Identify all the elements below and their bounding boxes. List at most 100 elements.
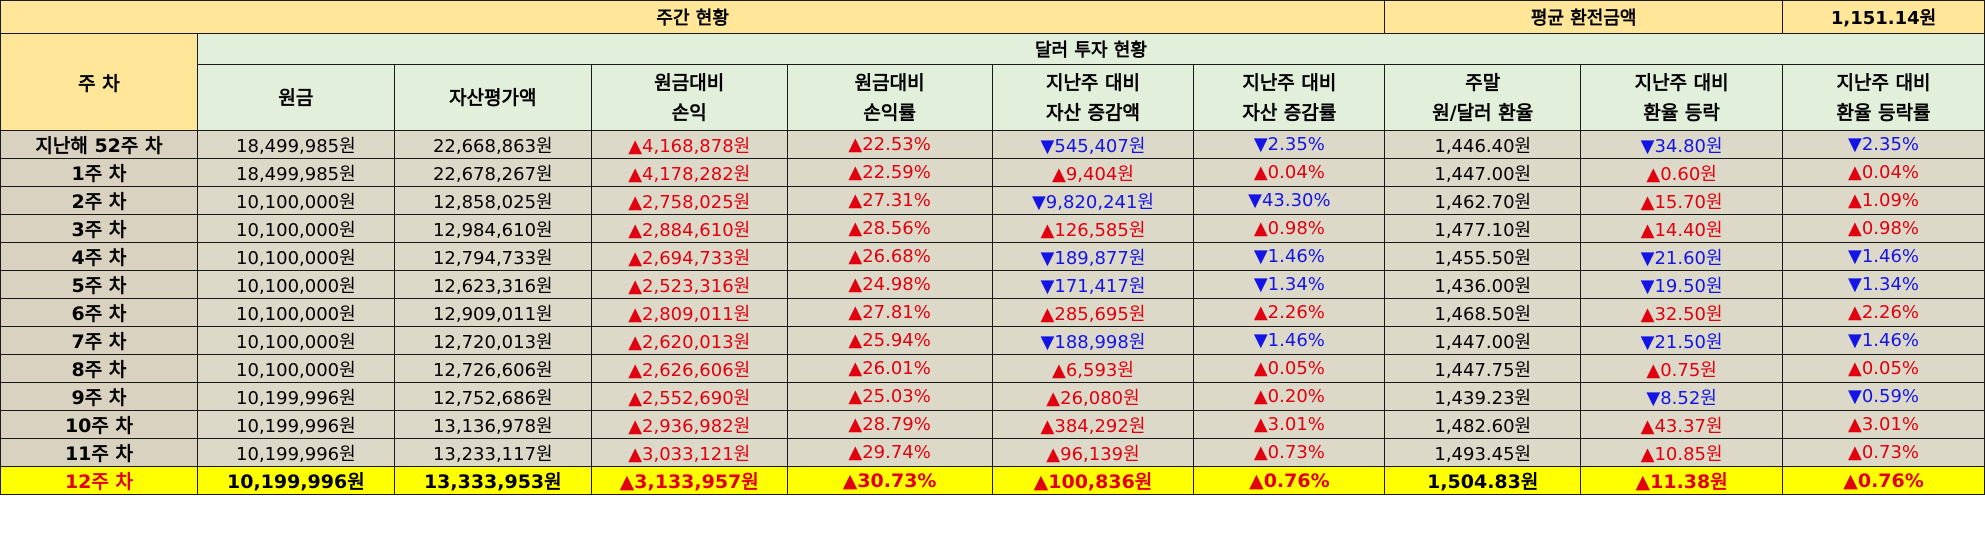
asset-value-cell[interactable]: 12,752,686원 xyxy=(393,382,592,411)
asset-value-cell[interactable]: 12,984,610원 xyxy=(393,214,592,243)
column-header-asset-value[interactable]: 자산평가액 xyxy=(393,64,592,131)
principal-pl-cell[interactable]: ▲2,620,013원 xyxy=(590,326,788,355)
asset-change-rate-cell[interactable]: ▼1.46% xyxy=(1193,242,1386,271)
week-label-cell[interactable]: 10주 차 xyxy=(0,410,198,439)
principal-cell[interactable]: 10,100,000원 xyxy=(196,354,395,383)
column-header-principal-pl[interactable]: 원금대비 손익 xyxy=(590,64,788,131)
asset-change-cell[interactable]: ▲126,585원 xyxy=(991,214,1195,243)
fx-change-rate-cell[interactable]: ▲3.01% xyxy=(1782,410,1985,439)
column-header-principal[interactable]: 원금 xyxy=(196,64,395,131)
week-label-cell[interactable]: 5주 차 xyxy=(0,270,198,299)
fx-rate-cell[interactable]: 1,446.40원 xyxy=(1384,130,1582,159)
asset-change-rate-cell[interactable]: ▼1.46% xyxy=(1193,326,1386,355)
fx-rate-cell[interactable]: 1,477.10원 xyxy=(1384,214,1582,243)
asset-change-rate-cell[interactable]: ▼43.30% xyxy=(1193,186,1386,215)
asset-value-cell[interactable]: 13,136,978원 xyxy=(393,410,592,439)
principal-pl-rate-cell[interactable]: ▲25.03% xyxy=(786,382,993,411)
fx-rate-cell[interactable]: 1,504.83원 xyxy=(1384,466,1582,495)
week-label-cell[interactable]: 1주 차 xyxy=(0,158,198,187)
asset-value-cell[interactable]: 12,623,316원 xyxy=(393,270,592,299)
fx-rate-cell[interactable]: 1,436.00원 xyxy=(1384,270,1582,299)
principal-pl-rate-cell[interactable]: ▲26.68% xyxy=(786,242,993,271)
asset-change-cell[interactable]: ▲384,292원 xyxy=(991,410,1195,439)
principal-cell[interactable]: 10,199,996원 xyxy=(196,438,395,467)
principal-pl-rate-cell[interactable]: ▲25.94% xyxy=(786,326,993,355)
principal-cell[interactable]: 10,100,000원 xyxy=(196,326,395,355)
fx-rate-cell[interactable]: 1,482.60원 xyxy=(1384,410,1582,439)
principal-pl-cell[interactable]: ▲2,552,690원 xyxy=(590,382,788,411)
asset-change-rate-cell[interactable]: ▼1.34% xyxy=(1193,270,1386,299)
fx-change-rate-cell[interactable]: ▲1.09% xyxy=(1782,186,1985,215)
asset-change-rate-cell[interactable]: ▲0.20% xyxy=(1193,382,1386,411)
column-header-principal-pl-rate[interactable]: 원금대비 손익률 xyxy=(786,64,993,131)
fx-change-cell[interactable]: ▼19.50원 xyxy=(1580,270,1784,299)
asset-value-cell[interactable]: 13,333,953원 xyxy=(393,466,592,495)
fx-change-rate-cell[interactable]: ▲0.76% xyxy=(1782,466,1985,495)
fx-change-cell[interactable]: ▲10.85원 xyxy=(1580,438,1784,467)
principal-pl-cell[interactable]: ▲2,936,982원 xyxy=(590,410,788,439)
principal-pl-cell[interactable]: ▲4,168,878원 xyxy=(590,130,788,159)
fx-change-cell[interactable]: ▼21.60원 xyxy=(1580,242,1784,271)
asset-change-rate-cell[interactable]: ▲0.05% xyxy=(1193,354,1386,383)
principal-pl-cell[interactable]: ▲2,809,011원 xyxy=(590,298,788,327)
asset-change-rate-cell[interactable]: ▲2.26% xyxy=(1193,298,1386,327)
week-label-cell[interactable]: 7주 차 xyxy=(0,326,198,355)
asset-change-cell[interactable]: ▲26,080원 xyxy=(991,382,1195,411)
fx-rate-cell[interactable]: 1,468.50원 xyxy=(1384,298,1582,327)
principal-pl-rate-cell[interactable]: ▲27.81% xyxy=(786,298,993,327)
principal-pl-rate-cell[interactable]: ▲28.79% xyxy=(786,410,993,439)
asset-change-rate-cell[interactable]: ▲0.76% xyxy=(1193,466,1386,495)
asset-value-cell[interactable]: 22,668,863원 xyxy=(393,130,592,159)
fx-change-cell[interactable]: ▲15.70원 xyxy=(1580,186,1784,215)
principal-pl-rate-cell[interactable]: ▲22.59% xyxy=(786,158,993,187)
asset-change-cell[interactable]: ▲9,404원 xyxy=(991,158,1195,187)
principal-pl-rate-cell[interactable]: ▲30.73% xyxy=(786,466,993,495)
column-header-fx-change[interactable]: 지난주 대비 환율 등락 xyxy=(1580,64,1784,131)
asset-change-cell[interactable]: ▲285,695원 xyxy=(991,298,1195,327)
fx-change-rate-cell[interactable]: ▲0.73% xyxy=(1782,438,1985,467)
avg-exchange-label[interactable]: 평균 환전금액 xyxy=(1384,0,1784,34)
asset-change-cell[interactable]: ▲96,139원 xyxy=(991,438,1195,467)
asset-change-rate-cell[interactable]: ▲0.04% xyxy=(1193,158,1386,187)
fx-rate-cell[interactable]: 1,447.00원 xyxy=(1384,326,1582,355)
asset-change-cell[interactable]: ▼171,417원 xyxy=(991,270,1195,299)
fx-rate-cell[interactable]: 1,439.23원 xyxy=(1384,382,1582,411)
column-header-fx-change-rate[interactable]: 지난주 대비 환율 등락률 xyxy=(1782,64,1985,131)
principal-pl-rate-cell[interactable]: ▲28.56% xyxy=(786,214,993,243)
week-label-cell[interactable]: 11주 차 xyxy=(0,438,198,467)
fx-change-rate-cell[interactable]: ▲0.05% xyxy=(1782,354,1985,383)
week-label-cell[interactable]: 3주 차 xyxy=(0,214,198,243)
fx-change-cell[interactable]: ▲11.38원 xyxy=(1580,466,1784,495)
asset-change-cell[interactable]: ▲6,593원 xyxy=(991,354,1195,383)
principal-pl-rate-cell[interactable]: ▲27.31% xyxy=(786,186,993,215)
week-label-cell[interactable]: 6주 차 xyxy=(0,298,198,327)
principal-pl-rate-cell[interactable]: ▲29.74% xyxy=(786,438,993,467)
fx-rate-cell[interactable]: 1,447.75원 xyxy=(1384,354,1582,383)
principal-pl-cell[interactable]: ▲3,133,957원 xyxy=(590,466,788,495)
fx-rate-cell[interactable]: 1,462.70원 xyxy=(1384,186,1582,215)
fx-change-cell[interactable]: ▲0.75원 xyxy=(1580,354,1784,383)
asset-change-rate-cell[interactable]: ▲3.01% xyxy=(1193,410,1386,439)
fx-change-rate-cell[interactable]: ▼1.34% xyxy=(1782,270,1985,299)
column-header-fx-rate[interactable]: 주말 원/달러 환율 xyxy=(1384,64,1582,131)
fx-change-cell[interactable]: ▼34.80원 xyxy=(1580,130,1784,159)
principal-pl-cell[interactable]: ▲2,758,025원 xyxy=(590,186,788,215)
asset-value-cell[interactable]: 22,678,267원 xyxy=(393,158,592,187)
asset-change-rate-cell[interactable]: ▲0.73% xyxy=(1193,438,1386,467)
principal-pl-cell[interactable]: ▲3,033,121원 xyxy=(590,438,788,467)
asset-value-cell[interactable]: 13,233,117원 xyxy=(393,438,592,467)
fx-change-rate-cell[interactable]: ▲0.98% xyxy=(1782,214,1985,243)
fx-change-rate-cell[interactable]: ▲0.04% xyxy=(1782,158,1985,187)
fx-change-cell[interactable]: ▼8.52원 xyxy=(1580,382,1784,411)
principal-cell[interactable]: 10,199,996원 xyxy=(196,382,395,411)
asset-change-cell[interactable]: ▼9,820,241원 xyxy=(991,186,1195,215)
fx-change-rate-cell[interactable]: ▼0.59% xyxy=(1782,382,1985,411)
column-header-asset-change-rate[interactable]: 지난주 대비 자산 증감률 xyxy=(1193,64,1386,131)
principal-cell[interactable]: 10,100,000원 xyxy=(196,186,395,215)
asset-change-cell[interactable]: ▼545,407원 xyxy=(991,130,1195,159)
principal-cell[interactable]: 10,100,000원 xyxy=(196,242,395,271)
week-column-header[interactable]: 주 차 xyxy=(0,33,198,131)
asset-value-cell[interactable]: 12,726,606원 xyxy=(393,354,592,383)
asset-change-rate-cell[interactable]: ▲0.98% xyxy=(1193,214,1386,243)
avg-exchange-value[interactable]: 1,151.14원 xyxy=(1782,0,1985,34)
